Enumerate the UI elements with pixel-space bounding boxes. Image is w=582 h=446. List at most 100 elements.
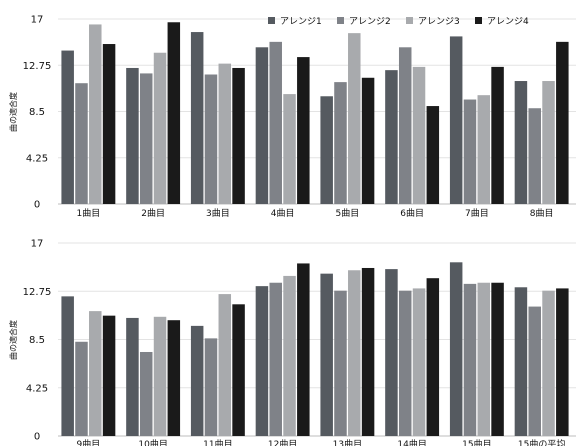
legend: アレンジ1 アレンジ2 アレンジ3 アレンジ4 [268, 17, 529, 27]
legend-swatch [475, 17, 482, 24]
bar-4 [426, 278, 440, 436]
bar-4 [556, 288, 569, 436]
bar-1 [61, 296, 74, 436]
bar-2 [204, 74, 218, 204]
bar-2 [398, 47, 412, 205]
bar-4 [232, 304, 245, 436]
bar-4 [102, 44, 116, 204]
bar-4 [556, 41, 569, 205]
bar-1 [514, 81, 528, 204]
bar-4 [491, 66, 504, 204]
y-tick-label: 17 [31, 15, 44, 26]
legend-label: アレンジ1 [280, 17, 322, 27]
x-category-label: 5曲目 [336, 208, 360, 219]
bar-2 [75, 341, 88, 436]
x-category-label: 9曲目 [77, 439, 101, 446]
bar-1 [61, 50, 74, 204]
legend-label: アレンジ2 [349, 17, 391, 27]
legend-swatch [268, 17, 275, 24]
bar-2 [269, 282, 282, 436]
bar-2 [334, 82, 347, 204]
bar-4 [297, 263, 310, 436]
bar-3 [283, 275, 296, 436]
x-category-label: 10曲目 [138, 439, 167, 446]
bar-4 [491, 282, 504, 436]
legend-label: アレンジ3 [418, 17, 460, 27]
legend-swatch [337, 17, 344, 24]
legend-label: アレンジ4 [487, 17, 529, 27]
y-axis-label: 曲の適合度 [8, 92, 18, 132]
bar-2 [334, 290, 347, 436]
bar-3 [348, 270, 361, 436]
y-tick-label: 4.25 [26, 153, 48, 164]
y-tick-label: 8.5 [29, 335, 45, 346]
bar-1 [320, 96, 333, 204]
bar-4 [102, 315, 116, 436]
y-tick-label: 8.5 [29, 107, 45, 118]
bar-3 [153, 52, 167, 205]
bar-3 [348, 33, 361, 204]
bar-3 [542, 290, 555, 436]
x-category-label: 8曲目 [530, 208, 554, 219]
bar-1 [449, 262, 463, 436]
bar-1 [255, 47, 269, 205]
bar-2 [204, 338, 218, 436]
bar-4 [167, 320, 181, 436]
bar-2 [463, 283, 477, 436]
bar-1 [385, 70, 398, 204]
bar-1 [385, 269, 398, 436]
bar-4 [361, 267, 375, 436]
bar-1 [126, 317, 139, 436]
bar-2 [528, 306, 541, 436]
bar-2 [139, 351, 153, 436]
y-tick-label: 0 [34, 200, 40, 211]
legend-swatch [406, 17, 413, 24]
chart-top: 0 4.25 8.5 12.75 17 曲の適合度 1曲目 2曲目 3曲目 4曲目 5曲目 6曲目 7曲… [8, 15, 576, 219]
y-tick-label: 12.75 [23, 287, 52, 298]
bar-3 [412, 288, 426, 436]
bar-3 [283, 94, 296, 204]
bar-2 [139, 73, 153, 204]
bar-1 [190, 32, 204, 204]
x-category-label: 13曲目 [333, 439, 362, 446]
bar-3 [542, 81, 555, 204]
x-category-label: 11曲目 [203, 439, 232, 446]
bar-1 [126, 67, 139, 205]
bar-1 [514, 287, 528, 436]
bar-3 [477, 95, 491, 204]
bar-3 [477, 282, 491, 436]
chart-bottom: 0 4.25 8.5 12.75 17 曲の適合度 9曲目 10曲目 11曲目 12曲目 13曲目 1… [8, 239, 576, 446]
y-tick-label: 12.75 [23, 61, 52, 72]
x-category-label: 14曲目 [397, 439, 426, 446]
bar-1 [190, 325, 204, 436]
bar-2 [528, 108, 541, 204]
bar-3 [89, 311, 102, 436]
x-category-label: 3曲目 [206, 208, 230, 219]
y-tick-label: 4.25 [26, 383, 48, 394]
bar-3 [153, 316, 167, 436]
bar-4 [361, 77, 375, 204]
bar-3 [218, 63, 232, 204]
bar-2 [269, 41, 282, 205]
y-axis-label: 曲の適合度 [8, 320, 18, 360]
x-category-label: 12曲目 [268, 439, 297, 446]
bar-1 [449, 36, 463, 204]
y-tick-label: 17 [31, 239, 44, 250]
x-category-label: 6曲目 [400, 208, 424, 219]
bar-3 [218, 294, 232, 436]
bar-2 [463, 99, 477, 204]
bar-2 [398, 290, 412, 436]
bar-4 [297, 57, 310, 205]
bar-3 [89, 24, 102, 204]
x-category-label: 4曲目 [271, 208, 295, 219]
x-category-label: 1曲目 [77, 208, 101, 219]
bar-1 [320, 273, 333, 436]
x-category-label: 2曲目 [141, 208, 165, 219]
bar-4 [167, 22, 181, 204]
bar-1 [255, 286, 269, 436]
bar-3 [412, 66, 426, 204]
bar-4 [232, 67, 245, 205]
x-category-label: 15曲の平均 [518, 438, 565, 446]
bar-2 [75, 83, 88, 204]
